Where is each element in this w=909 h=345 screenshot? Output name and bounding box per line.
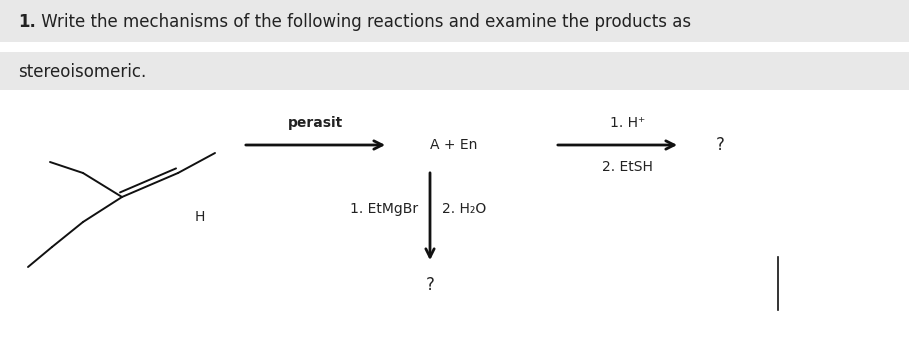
Text: 1.: 1. bbox=[18, 13, 35, 31]
Text: 2. H₂O: 2. H₂O bbox=[442, 201, 486, 216]
Text: A + En: A + En bbox=[430, 138, 477, 152]
Text: 1. H⁺: 1. H⁺ bbox=[610, 116, 645, 130]
Text: ?: ? bbox=[425, 276, 435, 294]
Text: Write the mechanisms of the following reactions and examine the products as: Write the mechanisms of the following re… bbox=[36, 13, 691, 31]
Text: H: H bbox=[195, 210, 205, 224]
FancyBboxPatch shape bbox=[0, 52, 909, 90]
FancyBboxPatch shape bbox=[0, 0, 909, 42]
Text: 2. EtSH: 2. EtSH bbox=[602, 160, 653, 174]
Text: 1. EtMgBr: 1. EtMgBr bbox=[350, 201, 418, 216]
Text: stereoisomeric.: stereoisomeric. bbox=[18, 63, 146, 81]
Text: perasit: perasit bbox=[288, 116, 343, 130]
Text: ?: ? bbox=[715, 136, 724, 154]
